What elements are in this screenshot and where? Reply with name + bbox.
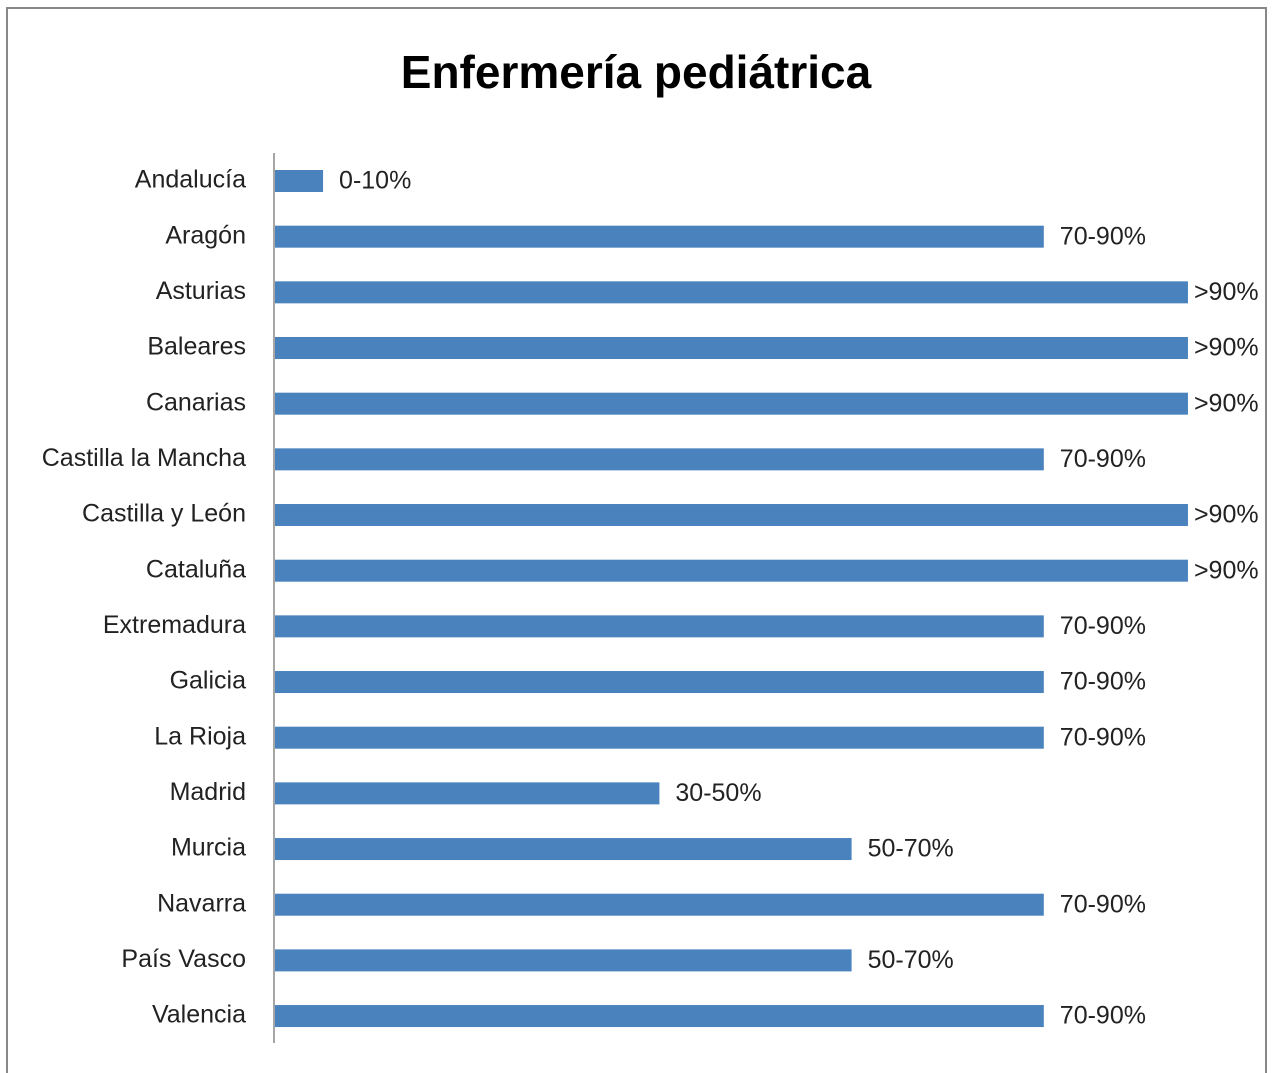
- bar: [275, 615, 1044, 638]
- category-label: Castilla y León: [82, 500, 246, 528]
- category-label: País Vasco: [121, 945, 246, 973]
- value-label: 30-50%: [675, 779, 761, 807]
- bar: [275, 671, 1044, 694]
- category-label: Andalucía: [135, 166, 246, 194]
- category-label: Navarra: [157, 889, 246, 917]
- value-label: 70-90%: [1060, 668, 1146, 696]
- category-label: Murcia: [171, 834, 246, 862]
- value-label: 70-90%: [1060, 612, 1146, 640]
- value-label: >90%: [1194, 389, 1259, 417]
- bar: [275, 726, 1044, 749]
- bar: [275, 504, 1188, 527]
- bar: [275, 337, 1188, 360]
- category-label: Baleares: [147, 333, 246, 361]
- value-label: >90%: [1194, 278, 1259, 306]
- category-label: Castilla la Mancha: [42, 444, 246, 472]
- value-label: >90%: [1194, 334, 1259, 362]
- chart-title: Enfermería pediátrica: [401, 46, 872, 98]
- category-label: Extremadura: [103, 611, 246, 639]
- value-label: 50-70%: [868, 946, 954, 974]
- bar: [275, 170, 324, 192]
- category-label: Canarias: [146, 388, 246, 416]
- bar: [275, 949, 852, 972]
- category-label: Aragón: [165, 221, 246, 249]
- bar: [275, 838, 852, 861]
- value-label: 70-90%: [1060, 1002, 1146, 1030]
- value-label: 70-90%: [1060, 445, 1146, 473]
- value-label: 70-90%: [1060, 222, 1146, 250]
- bar: [275, 448, 1044, 471]
- value-label: >90%: [1194, 556, 1259, 584]
- value-label: 0-10%: [339, 167, 411, 195]
- value-label: >90%: [1194, 501, 1259, 529]
- category-label: Valencia: [152, 1001, 246, 1029]
- category-label: Cataluña: [146, 555, 246, 583]
- bar: [275, 782, 660, 805]
- bar: [275, 559, 1188, 582]
- bar: [275, 281, 1188, 304]
- category-label: Madrid: [170, 778, 246, 806]
- category-label: Asturias: [156, 277, 246, 305]
- bar: [275, 225, 1044, 248]
- category-label: La Rioja: [154, 722, 246, 750]
- category-label: Galicia: [170, 667, 247, 695]
- value-label: 70-90%: [1060, 723, 1146, 751]
- value-label: 50-70%: [868, 835, 954, 863]
- bar: [275, 392, 1188, 415]
- bar: [275, 893, 1044, 916]
- value-label: 70-90%: [1060, 890, 1146, 918]
- bar: [275, 1005, 1044, 1028]
